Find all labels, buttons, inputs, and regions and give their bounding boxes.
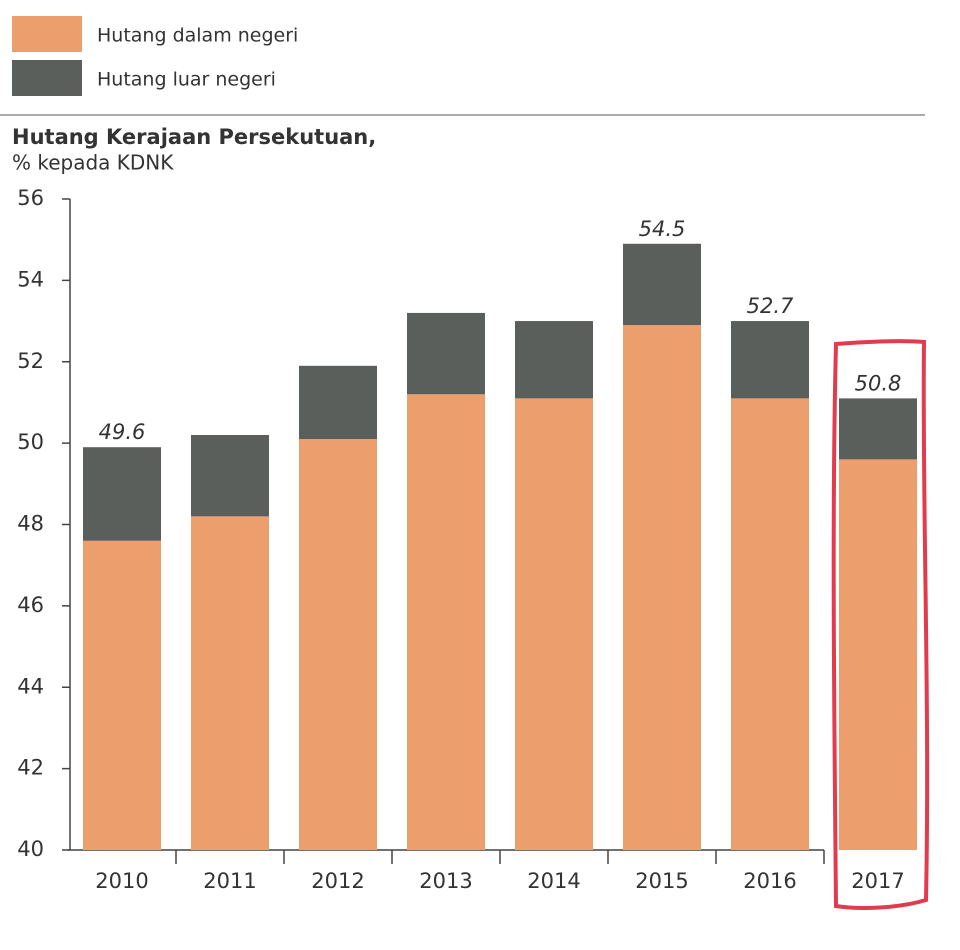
bar-segment [83,447,161,541]
x-tick-label: 2014 [527,869,580,893]
x-tick-label: 2013 [419,869,472,893]
bar-segment [515,398,593,850]
y-tick-label: 40 [17,837,44,861]
x-tick-label: 2017 [851,869,904,893]
y-tick-label: 52 [17,349,44,373]
legend-swatch [12,60,82,96]
bar-segment [191,516,269,850]
total-label: 54.5 [639,217,686,241]
bar-segment [407,312,485,395]
bar-segment [407,394,485,850]
bar-segment [731,321,809,399]
highlight-box [831,339,930,910]
y-tick-label: 56 [17,186,44,210]
bar-segment [623,243,701,326]
legend-swatch [12,16,82,52]
legend-label: Hutang luar negeri [97,69,276,91]
total-label: 49.6 [99,420,146,444]
y-tick-label: 42 [17,756,44,780]
bar-segment [839,459,917,850]
chart-title: Hutang Kerajaan Persekutuan, [12,125,376,149]
x-tick-label: 2011 [203,869,256,893]
total-label: 52.7 [747,294,794,318]
x-tick-label: 2010 [95,869,148,893]
y-tick-label: 46 [17,593,44,617]
chart-subtitle: % kepada KDNK [12,151,174,175]
y-tick-label: 48 [17,512,44,536]
y-tick-label: 44 [17,674,44,698]
bar-segment [623,325,701,851]
y-tick-label: 50 [17,430,44,454]
bar-segment [191,434,269,517]
bar-segment [731,398,809,850]
legend-label: Hutang dalam negeri [97,25,298,47]
bar-segment [839,398,917,460]
x-tick-label: 2016 [743,869,796,893]
bar-segment [299,439,377,850]
y-tick-label: 54 [17,267,44,291]
x-tick-label: 2015 [635,869,688,893]
bar-segment [515,321,593,399]
bar-segment [83,540,161,850]
total-label: 50.8 [855,371,902,395]
bar-segment [299,365,377,440]
x-tick-label: 2012 [311,869,364,893]
